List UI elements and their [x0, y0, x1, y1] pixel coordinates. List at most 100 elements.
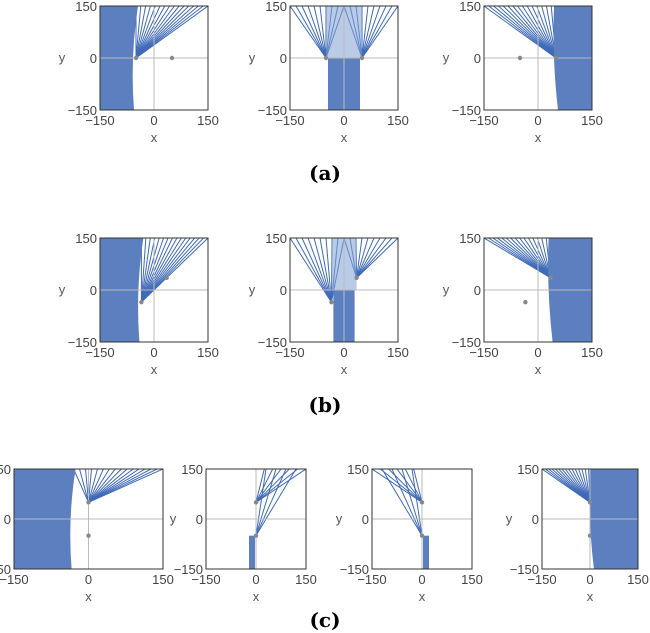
point-2	[169, 55, 175, 61]
point-2	[253, 533, 259, 538]
y-tick-top: 150	[265, 0, 287, 14]
tick-labels: 150 0 −150−150 0 150	[0, 462, 174, 587]
y-axis-label: y	[59, 50, 66, 65]
point-1	[323, 55, 329, 61]
x-tick-mid: 0	[340, 345, 347, 360]
plot-area	[290, 6, 398, 110]
x-tick-right: 150	[197, 113, 219, 128]
y-tick-top: 150	[181, 462, 203, 477]
caption-2: (b)	[309, 393, 342, 417]
x-tick-right: 150	[627, 572, 649, 587]
y-tick-top: 150	[265, 231, 287, 246]
ray-fan	[140, 238, 208, 303]
tick-labels: 150 0 −150−150 0 150	[68, 0, 219, 128]
ray-fan	[372, 469, 423, 536]
panel-frame	[483, 5, 593, 111]
point-1	[86, 500, 91, 505]
point-2	[354, 275, 359, 281]
y-tick-top: 150	[517, 462, 539, 477]
panel-frame	[483, 237, 593, 343]
y-tick-bottom: −150	[510, 562, 539, 577]
point-2	[164, 275, 169, 281]
x-tick-right: 150	[461, 572, 483, 587]
row-3: 1500−150−1500150xy1500−150−1500150xy1500…	[0, 462, 649, 632]
y-tick-bottom: −150	[258, 103, 287, 118]
x-tick-mid: 0	[586, 572, 593, 587]
x-tick-right: 150	[197, 345, 219, 360]
panel-1-1: 150 0 −150−150 0 150 x y	[59, 0, 219, 145]
x-tick-left: −150	[0, 572, 29, 587]
ray-fan	[542, 469, 593, 503]
point-1	[133, 55, 139, 61]
y-axis-label: y	[336, 511, 343, 526]
y-tick-mid: 0	[90, 51, 97, 66]
y-tick-bottom: −150	[340, 562, 369, 577]
ray-fan	[484, 238, 552, 279]
y-tick-mid: 0	[362, 512, 369, 527]
y-tick-mid: 0	[474, 283, 481, 298]
panel-2-2: 150 0 −150−150 0 150 x y	[249, 231, 409, 377]
panel-1-3: 150 0 −150−150 0 150 x y	[443, 0, 603, 145]
point-1	[517, 55, 523, 61]
caption-1: (a)	[309, 161, 341, 185]
y-tick-top: 150	[347, 462, 369, 477]
panel-3-2: 150 0 −150−150 0 150 x y	[170, 462, 317, 604]
plot-area	[542, 469, 638, 569]
y-axis-label: y	[443, 282, 450, 297]
y-tick-mid: 0	[90, 283, 97, 298]
x-tick-left: −150	[469, 345, 498, 360]
plot-area	[100, 238, 208, 342]
y-axis-label: y	[59, 282, 66, 297]
y-axis-label: y	[170, 511, 177, 526]
y-tick-bottom: −150	[258, 335, 287, 350]
x-tick-left: −150	[275, 113, 304, 128]
y-axis-label: y	[443, 50, 450, 65]
plot-area	[100, 6, 208, 110]
panel-frame	[99, 237, 209, 343]
panel-frame	[289, 237, 399, 343]
point-1	[523, 299, 528, 305]
panel-frame	[13, 468, 164, 570]
y-tick-top: 150	[75, 231, 97, 246]
y-tick-bottom: −150	[452, 335, 481, 350]
tick-labels: 150 0 −150−150 0 150	[258, 231, 409, 360]
y-axis-label: y	[506, 511, 513, 526]
ray-fan	[73, 469, 163, 503]
plot-area	[206, 469, 306, 569]
y-axis-label: y	[249, 282, 256, 297]
plot-area	[484, 238, 592, 342]
panel-frame	[99, 5, 209, 111]
panel-frame	[371, 468, 473, 570]
point-1	[587, 500, 593, 505]
tick-labels: 150 0 −150−150 0 150	[258, 0, 409, 128]
y-tick-mid: 0	[4, 512, 11, 527]
plot-area	[290, 238, 398, 342]
point-2	[587, 533, 593, 538]
panel-1-2: 150 0 −150−150 0 150 x y	[249, 0, 409, 145]
x-tick-left: −150	[275, 345, 304, 360]
y-tick-bottom: −150	[452, 103, 481, 118]
x-tick-mid: 0	[150, 345, 157, 360]
x-tick-right: 150	[387, 345, 409, 360]
x-tick-mid: 0	[150, 113, 157, 128]
ray-fan	[255, 469, 306, 536]
panel-frame	[541, 468, 639, 570]
plot-area	[14, 469, 163, 569]
point-1	[253, 500, 259, 505]
x-tick-right: 150	[581, 345, 603, 360]
x-axis-label: x	[151, 362, 158, 377]
panel-2-1: 150 0 −150−150 0 150 x y	[59, 231, 219, 377]
y-tick-top: 150	[459, 0, 481, 14]
x-tick-right: 150	[295, 572, 317, 587]
plot-area	[372, 469, 472, 569]
x-axis-label: x	[151, 130, 158, 145]
x-tick-right: 150	[581, 113, 603, 128]
x-tick-right: 150	[387, 113, 409, 128]
panel-3-3: 150 0 −150−150 0 150 x y	[336, 462, 483, 604]
x-tick-mid: 0	[340, 113, 347, 128]
panel-frame	[205, 468, 307, 570]
point-2	[548, 275, 553, 281]
